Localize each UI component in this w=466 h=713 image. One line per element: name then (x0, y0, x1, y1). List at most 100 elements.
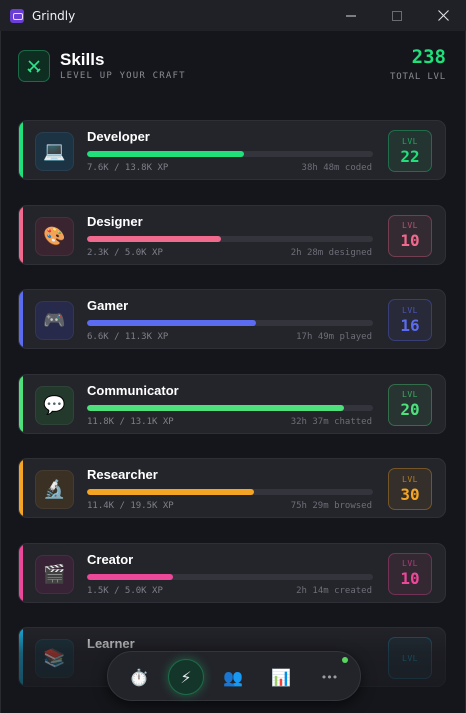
total-level-label: TOTAL LVL (390, 72, 446, 82)
skill-time: 17h 49m played (296, 332, 372, 342)
skill-xp: 7.6K / 13.8K XP (87, 163, 169, 173)
page-subtitle: LEVEL UP YOUR CRAFT (60, 71, 186, 81)
microscope-icon: 🔬 (35, 470, 74, 509)
nav-more-button[interactable]: ••• (311, 659, 347, 695)
skill-level-badge: LVL 16 (388, 299, 432, 341)
level-label: LVL (402, 221, 418, 230)
skill-xp: 2.3K / 5.0K XP (87, 247, 163, 258)
skill-progress-bar (87, 404, 373, 411)
level-label: LVL (402, 305, 418, 315)
skill-card-communicator[interactable]: 💬 Communicator 11.8K / 13.1K XP 32h 37m cha… (18, 373, 446, 434)
skill-xp: 11.4K / 19.5K XP (87, 501, 174, 511)
skill-progress-bar (87, 235, 373, 242)
skill-card-designer[interactable]: 🎨 Designer 2.3K / 5.0K XP 2h 28m designed LV… (18, 204, 446, 265)
app-content: Skills LEVEL UP YOUR CRAFT 238 TOTAL LVL… (0, 31, 466, 713)
skill-level-badge: LVL 30 (388, 468, 432, 510)
close-button[interactable] (420, 0, 466, 31)
skill-level-badge: LVL 20 (388, 383, 432, 426)
nav-skills-button[interactable]: ⚡ (168, 659, 204, 695)
skill-xp: 6.6K / 11.3K XP (87, 332, 169, 342)
books-icon: 📚 (35, 639, 74, 678)
more-dots-icon: ••• (320, 670, 338, 684)
skills-header: Skills LEVEL UP YOUR CRAFT 238 TOTAL LVL (18, 46, 448, 100)
speech-bubble-icon: 💬 (35, 385, 74, 425)
nav-timer-button[interactable]: ⏱️ (121, 659, 157, 695)
maximize-icon (392, 10, 402, 21)
skill-name: Developer (87, 129, 150, 144)
laptop-icon: 💻 (35, 132, 74, 171)
skill-level-badge: LVL 10 (388, 552, 432, 595)
level-label: LVL (402, 653, 418, 663)
window-controls (328, 0, 466, 31)
skill-accent-stripe (19, 121, 23, 179)
bar-chart-icon: 📊 (271, 667, 291, 687)
skill-name: Creator (87, 551, 134, 567)
users-icon: 👥 (223, 667, 243, 687)
skill-name: Designer (87, 213, 143, 229)
level-label: LVL (402, 474, 418, 484)
skill-card-developer[interactable]: 💻 Developer 7.6K / 13.8K XP 38h 48m coded LV… (18, 120, 446, 180)
skill-time: 2h 14m created (296, 585, 372, 596)
skill-name: Gamer (87, 298, 129, 313)
level-label: LVL (402, 390, 418, 399)
clapperboard-icon: 🎬 (35, 554, 74, 594)
skill-time: 2h 28m designed (290, 247, 372, 258)
skill-progress-fill (87, 489, 255, 495)
skill-progress-bar (87, 489, 373, 495)
skill-accent-stripe (19, 628, 23, 686)
skill-time: 38h 48m coded (301, 163, 372, 173)
skill-card-gamer[interactable]: 🎮 Gamer 6.6K / 11.3K XP 17h 49m played LVL 16 (18, 289, 446, 349)
page-title: Skills (60, 50, 105, 69)
level-value: 20 (400, 400, 420, 419)
skill-progress-fill (87, 235, 222, 242)
skill-progress-fill (87, 320, 256, 326)
gamepad-icon: 🎮 (35, 301, 74, 340)
bottom-nav: ⏱️ ⚡ 👥 📊 ••• (107, 651, 361, 701)
skill-level-badge: LVL 22 (388, 130, 432, 172)
maximize-button[interactable] (374, 0, 420, 31)
level-label: LVL (402, 136, 418, 146)
skill-progress-fill (87, 573, 173, 580)
level-value: 30 (400, 484, 420, 504)
skill-card-creator[interactable]: 🎬 Creator 1.5K / 5.0K XP 2h 14m created LVL 1… (18, 542, 446, 603)
skill-progress-bar (87, 151, 373, 157)
skill-xp: 11.8K / 13.1K XP (87, 416, 174, 427)
level-value: 22 (400, 146, 420, 166)
skill-time: 75h 29m browsed (290, 501, 372, 511)
skill-accent-stripe (19, 205, 23, 264)
minimize-button[interactable] (328, 0, 374, 31)
minimize-icon (346, 15, 356, 16)
level-label: LVL (402, 559, 418, 568)
stopwatch-icon: ⏱️ (129, 667, 149, 687)
level-value: 16 (400, 315, 420, 335)
skill-xp: 1.5K / 5.0K XP (87, 585, 163, 596)
skill-time: 32h 37m chatted (290, 416, 372, 427)
skill-progress-bar (87, 573, 373, 580)
skill-progress-fill (87, 404, 345, 411)
skill-level-badge: LVL (388, 637, 432, 679)
skill-progress-fill (87, 151, 245, 157)
skill-name: Communicator (87, 382, 179, 398)
total-level-value: 238 (411, 46, 446, 68)
skill-name: Learner (87, 636, 135, 651)
crossed-swords-icon (18, 50, 50, 82)
skill-progress-bar (87, 320, 373, 326)
level-value: 10 (400, 569, 420, 588)
skill-card-researcher[interactable]: 🔬 Researcher 11.4K / 19.5K XP 75h 29m brows… (18, 458, 446, 518)
palette-icon: 🎨 (35, 216, 74, 256)
notification-dot (342, 657, 348, 663)
skill-level-badge: LVL 10 (388, 214, 432, 257)
app-logo-icon (10, 8, 24, 23)
skill-accent-stripe (19, 459, 23, 517)
nav-stats-button[interactable]: 📊 (263, 659, 299, 695)
lightning-icon: ⚡ (180, 667, 192, 687)
title-bar: Grindly (0, 0, 466, 31)
skill-accent-stripe (19, 374, 23, 433)
window-title: Grindly (32, 8, 76, 23)
close-icon (437, 10, 449, 21)
skill-accent-stripe (19, 290, 23, 348)
level-value: 10 (400, 231, 420, 250)
skill-accent-stripe (19, 543, 23, 602)
nav-friends-button[interactable]: 👥 (215, 659, 251, 695)
skill-name: Researcher (87, 467, 158, 482)
